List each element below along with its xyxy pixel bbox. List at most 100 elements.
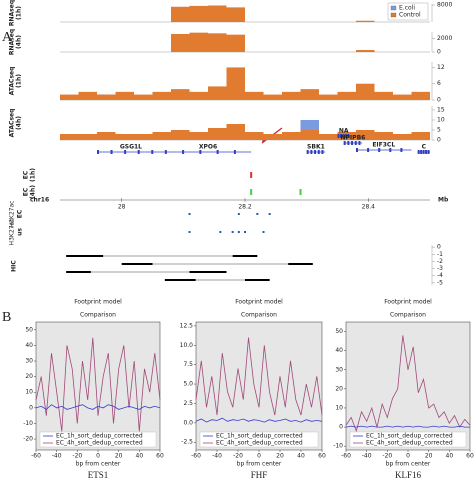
coverage-bar: [300, 130, 319, 140]
coverage-bar: [171, 130, 190, 140]
x-tick-label: 60: [156, 453, 164, 460]
exon: [367, 148, 370, 152]
track-sublabel: (1h): [16, 74, 23, 88]
legend-swatch: [390, 12, 397, 18]
exon: [310, 150, 313, 154]
chart-subtitle: Comparison: [80, 312, 116, 319]
coverage-bar: [393, 134, 412, 140]
track-sublabel: (4h): [16, 116, 23, 130]
y-tick-label: 0.0: [183, 419, 193, 426]
plot-area: [345, 321, 471, 451]
coverage-bar: [245, 132, 264, 140]
coverage-bar: [263, 94, 282, 100]
legend-label: EC_4h_sort_dedup_corrected: [366, 440, 453, 447]
y-tick-label: 50: [335, 328, 343, 335]
y-tick-label: 12.5: [180, 322, 194, 329]
gene-label: SBK1: [307, 144, 325, 151]
y-tick-label: 50: [25, 326, 33, 333]
plot-area: [35, 321, 161, 451]
exon: [425, 150, 428, 154]
y-tick-label: 10.0: [180, 342, 194, 349]
y-tick-label: 0: [437, 49, 441, 56]
coverage-bar: [134, 134, 153, 140]
coverage-bar: [226, 67, 245, 100]
coverage-bar: [208, 128, 227, 140]
series-line: [195, 417, 323, 423]
coverage-bar: [226, 124, 245, 140]
x-tick-label: -40: [362, 453, 372, 460]
legend-label: E.coli: [399, 5, 415, 12]
exon: [356, 148, 358, 152]
y-tick-label: -1: [437, 251, 443, 258]
legend: EC_1h_sort_dedup_correctedEC_4h_sort_ded…: [199, 431, 319, 448]
coverage-bar: [208, 33, 227, 52]
y-tick-label: 10: [437, 117, 445, 124]
x-tick-label: 40: [136, 453, 144, 460]
x-tick-label: -60: [31, 453, 41, 460]
exon: [347, 134, 350, 138]
track-label: EC: [23, 170, 30, 179]
row-sublabel: EC: [17, 209, 24, 218]
y-tick-label: -10: [333, 443, 343, 450]
peak-dot: [268, 213, 271, 215]
legend-label: EC_4h_sort_dedup_corrected: [216, 440, 303, 447]
chart-caption: KLF16: [395, 470, 422, 480]
track-sublabel: (4h): [30, 185, 37, 199]
coverage-bar: [356, 20, 375, 22]
y-tick-label: -2.5: [181, 439, 193, 446]
exon: [351, 141, 354, 145]
y-tick-label: 0: [437, 137, 441, 144]
track-label: HIC: [11, 260, 18, 272]
x-axis-label: bp from center: [76, 461, 121, 468]
plot-area: [195, 321, 323, 451]
y-tick-label: 5.0: [183, 381, 193, 388]
x-tick-label: 20: [115, 453, 123, 460]
exon: [420, 150, 423, 154]
exon: [343, 141, 346, 145]
chrom-label: chr16: [30, 197, 49, 204]
y-tick-label: 30: [25, 358, 33, 365]
x-axis-label: bp from center: [237, 461, 282, 468]
y-tick-label: -5: [437, 279, 443, 286]
series-line: [345, 425, 470, 428]
coverage-bar: [337, 91, 356, 100]
ec-mark: [299, 189, 302, 195]
coverage-bar: [226, 34, 245, 52]
coverage-bar: [208, 5, 227, 22]
exon: [339, 134, 342, 138]
x-tick-label: -40: [212, 453, 222, 460]
x-tick-label: 0: [96, 453, 100, 460]
x-tick-label: 28.4: [362, 204, 376, 211]
exon: [110, 150, 113, 154]
exon: [344, 134, 347, 138]
coverage-bar: [245, 91, 264, 100]
coverage-bar: [189, 91, 208, 100]
y-tick-label: 20: [335, 385, 343, 392]
y-tick-label: -20: [23, 436, 33, 443]
exon: [314, 150, 317, 154]
y-tick-label: 40: [335, 347, 343, 354]
y-tick-label: 6: [437, 80, 441, 87]
y-tick-label: 0: [339, 424, 343, 431]
coverage-bar: [171, 6, 190, 22]
y-tick-label: -10: [23, 420, 33, 427]
x-tick-label: 0: [257, 453, 261, 460]
chart-caption: FHF: [251, 470, 268, 480]
y-tick-label: 5: [437, 127, 441, 134]
exon: [417, 150, 420, 154]
coverage-bar: [374, 132, 393, 140]
y-tick-label: 2.5: [183, 400, 193, 407]
peak-dot: [262, 231, 265, 233]
coverage-bar: [356, 83, 375, 100]
x-tick-label: -20: [72, 453, 82, 460]
coverage-bar: [97, 94, 116, 100]
chart-subtitle: Comparison: [241, 312, 277, 319]
exon: [182, 150, 185, 154]
gene-label: XPO6: [199, 144, 217, 151]
exon: [151, 150, 154, 154]
legend-label: EC_1h_sort_dedup_corrected: [216, 433, 303, 440]
exon: [164, 150, 167, 154]
exon: [97, 150, 99, 154]
